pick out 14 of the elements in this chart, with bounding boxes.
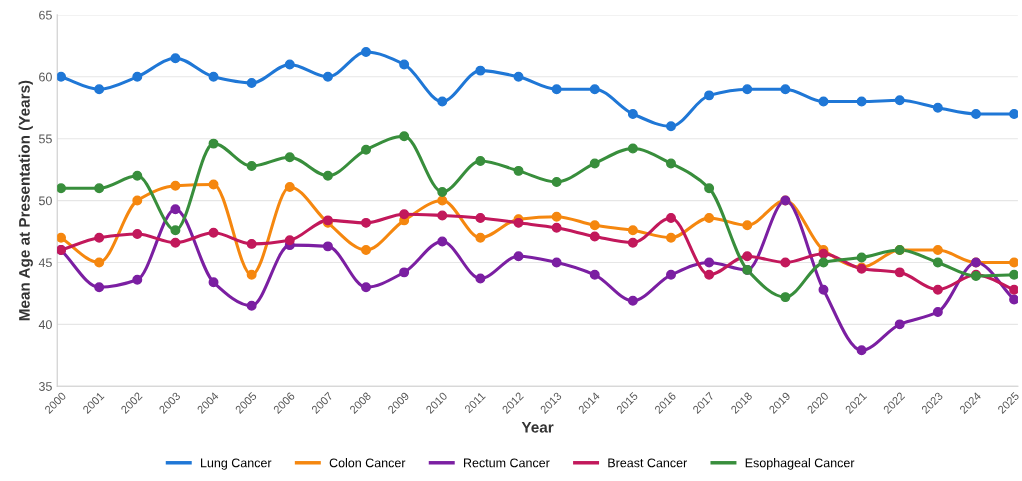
x-axis-title: Year [521, 422, 554, 433]
y-tick-label: 40 [38, 320, 52, 330]
legend-label: Breast Cancer [608, 458, 688, 468]
legend-label: Lung Cancer [201, 458, 272, 470]
legend-label: Esophageal Cancer [745, 458, 855, 470]
y-axis-title: Mean Age at Presentation (Years) [18, 80, 33, 321]
y-tick-label: 35 [38, 382, 52, 391]
y-tick-label: 55 [38, 134, 52, 144]
y-tick-label: 65 [39, 10, 52, 20]
y-tick-label: 60 [39, 72, 52, 82]
y-tick-label: 45 [38, 258, 52, 268]
legend-label: Rectum Cancer [464, 458, 550, 468]
legend-label: Colon Cancer [329, 458, 406, 468]
y-tick-label: 50 [38, 196, 52, 206]
